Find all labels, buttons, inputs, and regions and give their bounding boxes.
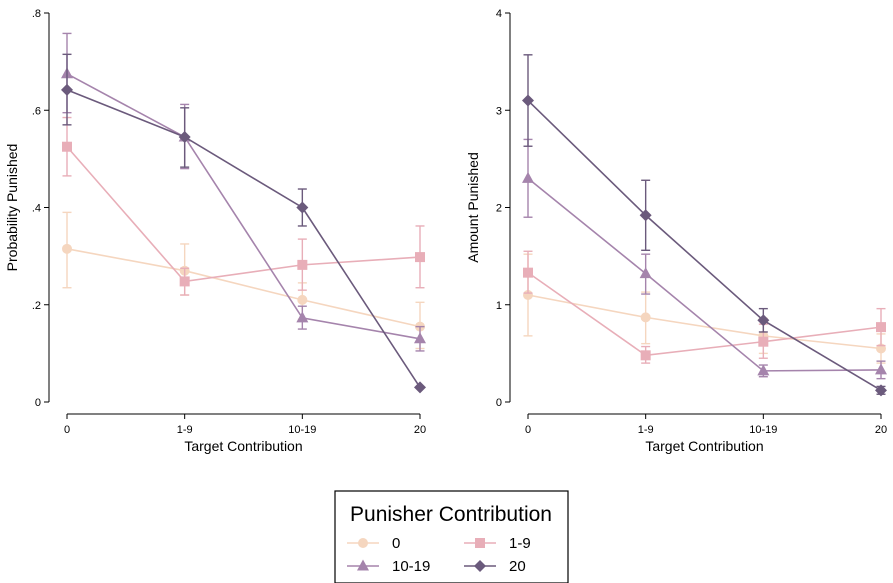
legend-item-10-19: 10-19: [347, 558, 430, 575]
y-tick-label: .4: [32, 203, 41, 215]
series-10-19: [522, 138, 887, 380]
data-point: [757, 314, 770, 327]
data-point: [875, 384, 887, 397]
data-point: [640, 312, 651, 323]
x-tick-label: 0: [525, 424, 531, 436]
x-axis-title: Target Contribution: [645, 438, 763, 454]
data-point: [757, 364, 770, 376]
legend-label: 20: [509, 558, 526, 575]
y-tick-label: 3: [496, 105, 502, 117]
data-point: [62, 141, 72, 152]
legend-item-1-9: 1-9: [464, 535, 531, 552]
data-point: [522, 171, 534, 183]
data-point: [639, 267, 652, 279]
series-20: [522, 54, 887, 397]
data-point: [415, 252, 425, 263]
series-line: [66, 248, 421, 328]
y-tick-label: .8: [32, 8, 41, 20]
data-point: [522, 94, 534, 107]
data-point: [62, 243, 72, 254]
data-point: [414, 332, 426, 344]
series-10-19: [61, 32, 426, 352]
series-0: [62, 211, 425, 350]
data-point: [179, 276, 190, 287]
data-point: [297, 259, 308, 270]
chart-panel-2: 0 1 2 3 4 0 1-9 10-19 20 Target Contribution Amoun…: [465, 8, 887, 454]
data-point: [296, 311, 309, 323]
data-point: [639, 209, 652, 222]
y-axis-title: Amount Punished: [465, 152, 481, 263]
series-20: [61, 53, 426, 394]
data-point: [758, 336, 769, 347]
legend-title: Punisher Contribution: [350, 503, 552, 526]
y-tick-label: 0: [35, 397, 41, 409]
legend-label: 0: [392, 535, 400, 552]
series-line: [527, 294, 882, 350]
data-point: [296, 201, 309, 214]
y-tick-label: .2: [32, 300, 41, 312]
legend: Punisher Contribution 0 1-9 10-19 20: [334, 490, 569, 583]
y-tick-label: 4: [496, 8, 502, 20]
legend-box: [334, 490, 569, 583]
series-line: [527, 177, 882, 372]
data-point: [178, 130, 191, 143]
legend-label: 1-9: [509, 535, 531, 552]
data-point: [875, 363, 887, 375]
y-tick-label: .6: [32, 105, 41, 117]
series-line: [66, 146, 421, 283]
data-point: [876, 322, 886, 333]
x-tick-label: 1-9: [638, 424, 654, 436]
data-point: [297, 294, 308, 305]
series-1-9: [62, 116, 425, 296]
legend-marker: [475, 538, 485, 548]
x-tick-label: 20: [875, 424, 887, 436]
legend-item-20: 20: [464, 558, 526, 575]
chart-panel-1: 0 .2 .4 .6 .8 0 1-9 10-19 20 Target Contribution P…: [4, 8, 426, 454]
y-tick-label: 2: [496, 203, 502, 215]
series-line: [527, 99, 882, 392]
data-point: [640, 350, 651, 361]
legend-label: 10-19: [392, 558, 430, 575]
data-point: [61, 83, 73, 96]
series-line: [66, 73, 421, 340]
x-tick-label: 10-19: [288, 424, 316, 436]
data-point: [414, 381, 426, 394]
data-point: [523, 267, 533, 278]
y-tick-label: 1: [496, 300, 502, 312]
legend-item-0: 0: [347, 535, 400, 552]
legend-marker: [474, 560, 486, 572]
series-line: [527, 272, 882, 357]
x-tick-label: 1-9: [177, 424, 193, 436]
x-axis-title: Target Contribution: [184, 438, 302, 454]
y-axis-title: Probability Punished: [4, 144, 20, 272]
y-tick-label: 0: [496, 397, 502, 409]
x-tick-label: 10-19: [749, 424, 777, 436]
series-line: [66, 89, 421, 388]
legend-marker: [357, 559, 369, 571]
x-tick-label: 20: [414, 424, 426, 436]
legend-marker: [358, 538, 368, 548]
x-tick-label: 0: [64, 424, 70, 436]
series-0: [523, 253, 886, 364]
